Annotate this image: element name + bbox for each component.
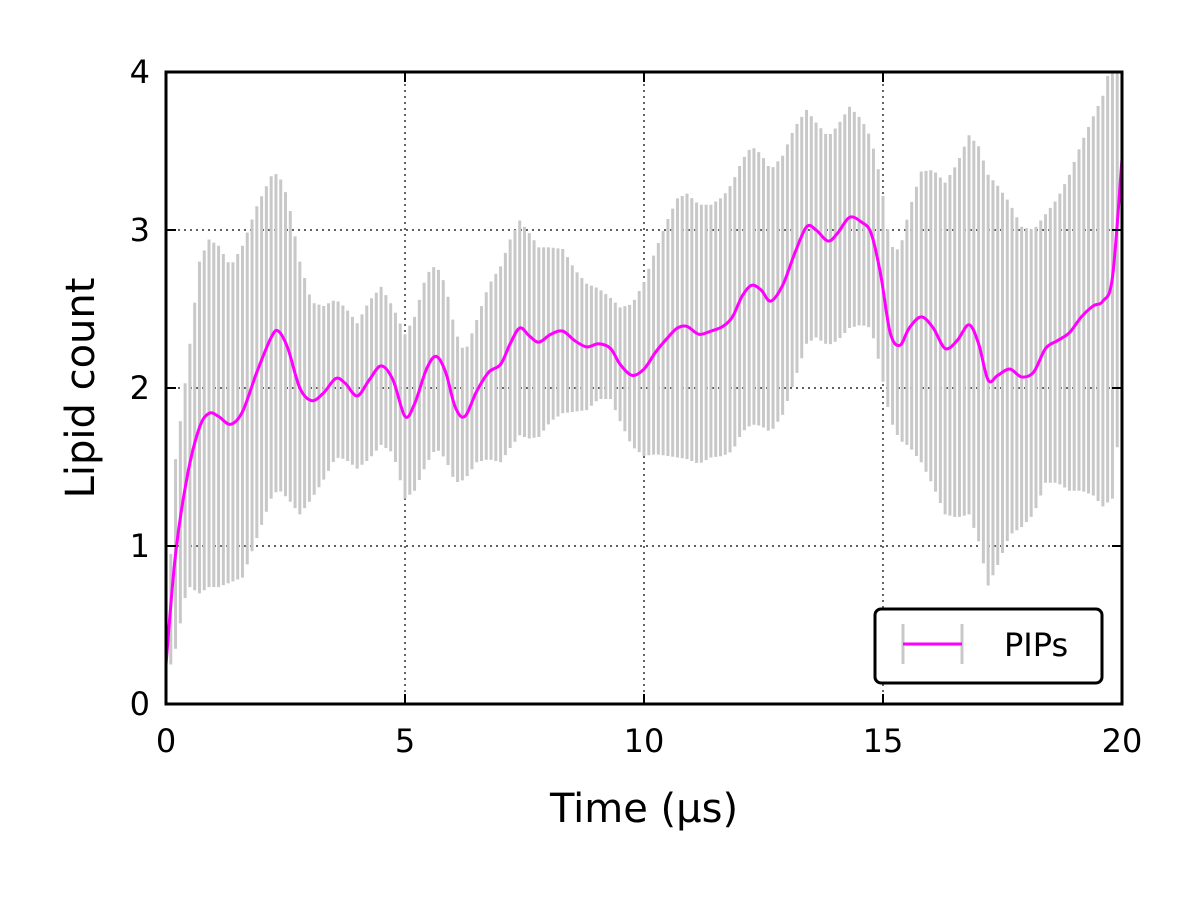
axis-tick-labels: 0 5 10 15 20 0 1 2 3 4 (130, 53, 1143, 760)
series-line-pips (164, 158, 1124, 665)
axis-ticks (165, 71, 1123, 705)
y-tick-label: 4 (130, 53, 150, 91)
y-tick-label: 2 (130, 369, 150, 407)
y-tick-label: 0 (130, 685, 150, 723)
x-axis-label: Time (μs) (549, 786, 738, 832)
y-tick-label: 1 (130, 527, 150, 565)
series-lines (164, 158, 1124, 665)
legend-box (873, 607, 1104, 685)
x-tick-label: 15 (863, 722, 904, 760)
x-tick-label: 5 (395, 722, 415, 760)
x-tick-label: 10 (624, 722, 665, 760)
y-tick-label: 3 (130, 211, 150, 249)
x-tick-label: 0 (156, 722, 176, 760)
x-tick-label: 20 (1102, 722, 1143, 760)
y-axis-label: Lipid count (58, 278, 104, 499)
legend: PIPs (873, 607, 1104, 685)
legend-label-pips: PIPs (1004, 626, 1068, 664)
